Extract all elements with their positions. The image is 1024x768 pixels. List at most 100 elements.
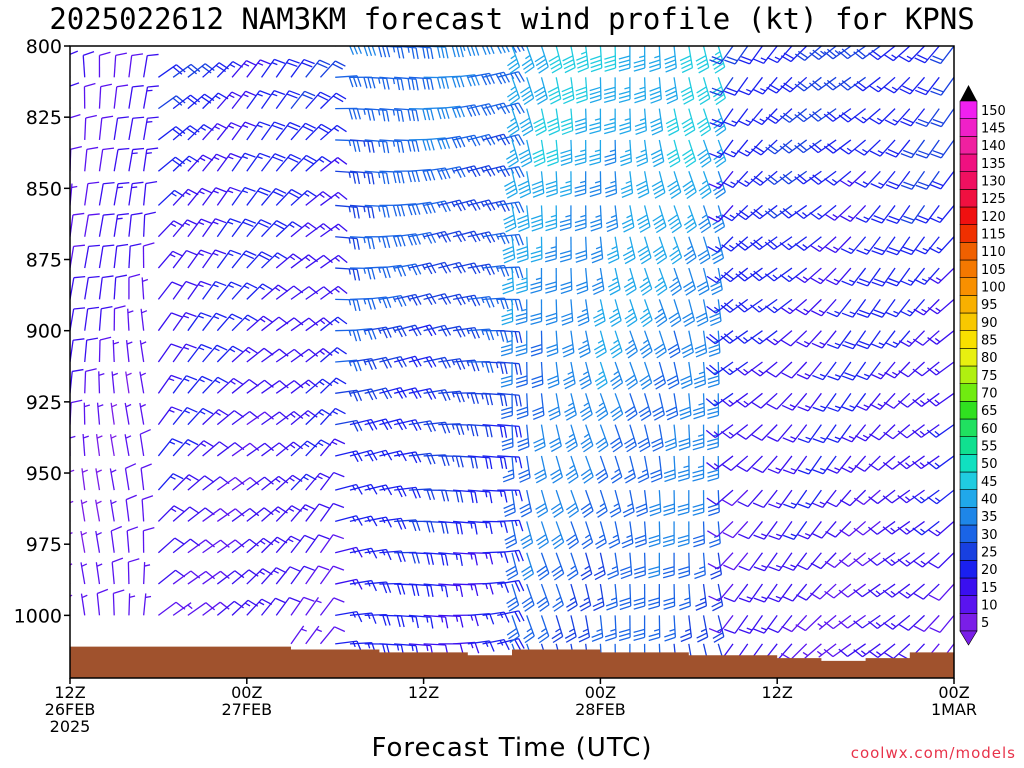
barb-flag <box>411 109 415 122</box>
barb-flag <box>501 406 513 412</box>
barb-half-flag <box>480 136 485 142</box>
barb-flag <box>533 86 545 94</box>
barb-flag <box>382 78 386 90</box>
barb-flag <box>503 491 508 503</box>
barb-flag <box>566 600 577 608</box>
barb-flag <box>500 348 513 353</box>
wind-barb <box>452 134 481 147</box>
wind-barb <box>467 423 493 438</box>
wind-barb <box>548 46 563 74</box>
wind-barb <box>497 361 522 376</box>
wind-barb <box>158 46 160 47</box>
barb-flag <box>259 152 271 158</box>
barb-half-flag <box>258 601 265 606</box>
barb-flag <box>523 631 534 640</box>
barb-flag <box>396 388 404 399</box>
barb-flag <box>455 456 460 468</box>
barb-flag <box>596 409 607 418</box>
barb-flag <box>593 343 605 351</box>
barb-half-flag <box>684 597 690 601</box>
barb-flag <box>215 280 227 287</box>
wind-barb <box>467 199 496 212</box>
barb-flag <box>626 347 637 355</box>
barb-half-flag <box>436 233 441 239</box>
barb-flag <box>333 565 345 571</box>
wind-barb <box>96 588 109 616</box>
wind-barb <box>595 393 609 422</box>
barb-staff <box>290 348 310 363</box>
barb-flag <box>455 423 461 436</box>
barb-flag <box>710 573 722 580</box>
barb-flag <box>712 632 724 640</box>
wind-barb <box>506 583 520 612</box>
barb-flag <box>338 254 348 264</box>
barb-half-flag <box>348 330 352 336</box>
wind-barb <box>110 402 118 425</box>
barb-half-flag <box>455 615 459 622</box>
barb-flag <box>505 538 516 545</box>
barb-half-flag <box>480 167 485 173</box>
barb-flag <box>514 363 518 375</box>
barb-staff <box>202 570 221 585</box>
barb-flag <box>333 471 345 478</box>
barb-flag <box>232 345 243 353</box>
wind-barb <box>80 562 88 585</box>
barb-flag <box>400 450 407 462</box>
barb-flag <box>634 94 646 100</box>
barb-flag <box>610 347 622 355</box>
barb-half-flag <box>199 378 205 383</box>
barb-flag <box>521 58 532 67</box>
barb-half-flag <box>366 516 371 523</box>
barb-flag <box>606 249 618 256</box>
wind-barb <box>639 267 653 296</box>
barb-flag <box>698 94 709 102</box>
barb-flag <box>436 107 442 120</box>
barb-flag <box>459 166 466 178</box>
barb-flag <box>400 78 405 91</box>
barb-staff <box>246 507 265 522</box>
barb-half-flag <box>541 628 547 633</box>
wind-barb <box>187 46 189 47</box>
barb-half-flag <box>273 570 279 574</box>
barb-flag <box>356 359 362 372</box>
wind-barb <box>408 293 437 306</box>
barb-flag <box>234 31 244 37</box>
barb-flag <box>503 254 515 260</box>
barb-half-flag <box>455 585 459 592</box>
barb-flag <box>473 262 481 274</box>
barb-flag <box>518 363 522 376</box>
barb-flag <box>400 172 405 184</box>
barb-flag <box>231 313 243 320</box>
barb-flag <box>566 441 577 449</box>
barb-flag <box>505 46 510 53</box>
wind-barb <box>549 424 562 453</box>
barb-flag <box>714 187 725 196</box>
wind-barb <box>531 361 544 389</box>
barb-half-flag <box>259 286 265 291</box>
barb-flag <box>249 538 259 547</box>
barb-flag <box>605 192 617 198</box>
barb-flag <box>474 491 478 504</box>
barb-half-flag <box>595 214 602 218</box>
barb-half-flag <box>315 600 322 604</box>
wind-barb <box>349 204 375 219</box>
barb-flag <box>664 632 676 638</box>
barb-flag <box>620 184 632 191</box>
barb-flag <box>545 180 557 186</box>
barb-flag <box>508 62 519 71</box>
wind-barb <box>335 515 363 526</box>
barb-staff <box>139 434 145 457</box>
barb-flag <box>426 78 430 90</box>
barb-flag <box>410 325 418 337</box>
barb-flag <box>371 173 375 185</box>
barb-half-flag <box>485 522 488 529</box>
wind-barb <box>564 424 578 453</box>
barb-flag <box>304 534 316 541</box>
barb-half-flag <box>144 564 151 567</box>
barb-half-flag <box>212 221 219 225</box>
barb-flag <box>670 221 681 230</box>
wind-barb <box>633 46 646 72</box>
wind-barb <box>438 489 464 503</box>
barb-half-flag <box>612 308 619 313</box>
barb-flag <box>507 573 518 581</box>
